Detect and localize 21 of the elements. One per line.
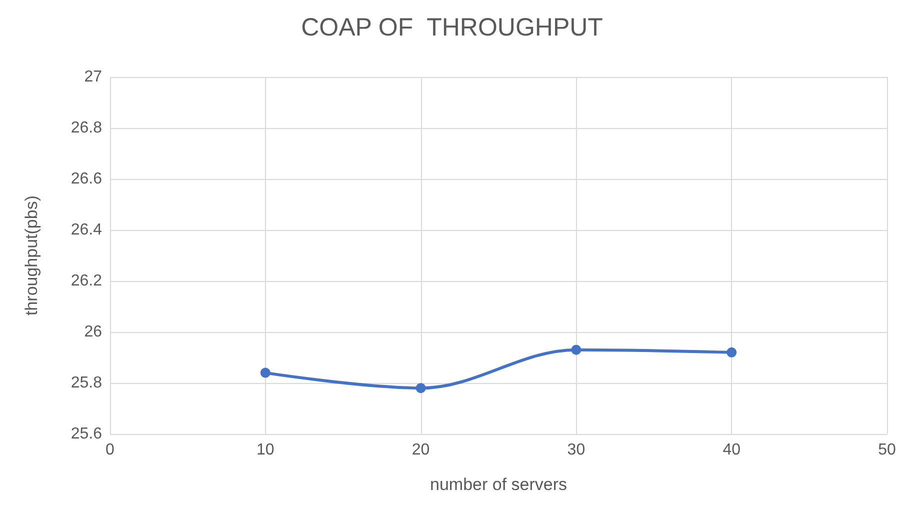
y-tick-label: 25.8 xyxy=(70,374,102,392)
x-tick-label: 0 xyxy=(106,442,115,458)
point xyxy=(726,347,737,358)
y-tick-label: 26 xyxy=(84,324,102,340)
x-tick-label: 20 xyxy=(412,442,430,458)
y-tick-label: 27 xyxy=(84,68,102,86)
point xyxy=(260,368,270,378)
x-tick-label: 40 xyxy=(722,442,741,458)
y-tick-label: 26.4 xyxy=(70,222,102,238)
x-tick-label: 50 xyxy=(878,442,896,458)
y-tick-label: 25.6 xyxy=(70,426,102,442)
y-tick-label: 26.2 xyxy=(70,272,102,290)
x-tick-label: 10 xyxy=(256,442,274,458)
x-tick-label: 30 xyxy=(567,442,586,458)
chart-title: COAP OF THROUGHPUT xyxy=(301,14,603,42)
y-tick-label: 26.8 xyxy=(70,120,102,136)
y-axis-title: throughput(pbs) xyxy=(22,195,41,316)
point xyxy=(571,344,582,355)
point xyxy=(416,383,426,394)
x-axis-title: number of servers xyxy=(430,475,567,494)
y-tick-label: 26.6 xyxy=(70,170,102,188)
